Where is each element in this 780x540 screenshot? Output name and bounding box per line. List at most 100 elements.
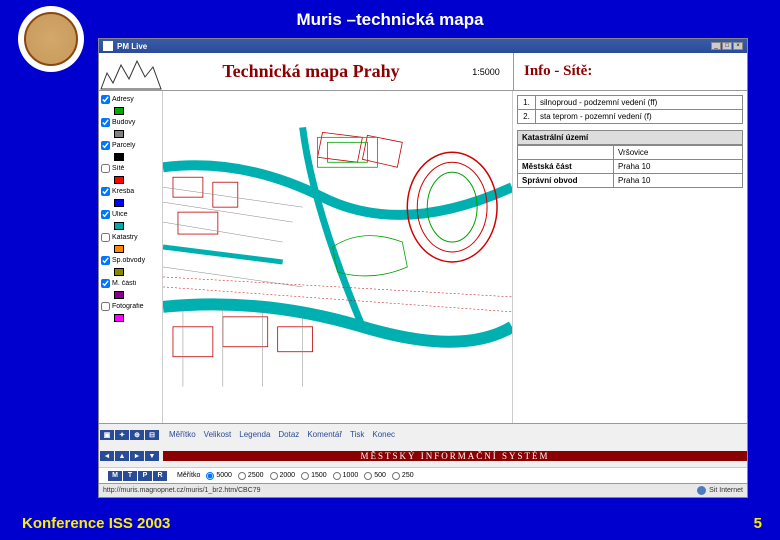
status-url: http://muris.magnopnet.cz/muris/1_br2.ht… [103,487,261,494]
menu-item[interactable]: Tisk [350,430,364,439]
arrow-down-icon[interactable]: ▼ [145,451,159,461]
arrow-left-icon[interactable]: ◄ [100,451,114,461]
window-controls[interactable]: _ □ × [711,42,743,50]
layer-checkbox[interactable] [101,141,110,150]
mode-icon[interactable]: T [123,471,137,481]
info-text: sta teprom - pozemní vedení (f) [536,110,743,124]
layer-checkbox[interactable] [101,187,110,196]
browser-title: PM Live [117,42,147,51]
menu-item[interactable]: Legenda [239,430,270,439]
layer-label: Katastry [112,234,160,241]
scale-option[interactable]: 250 [392,472,414,480]
layer-label: Sítě [112,165,160,172]
layer-item[interactable]: M. části [101,279,160,288]
layer-label: Parcely [112,142,160,149]
mode-icon[interactable]: M [108,471,122,481]
layer-checkbox[interactable] [101,95,110,104]
layer-swatch [114,291,124,299]
info-panel: 1.silnoproud - podzemní vedení (ff)2.sta… [513,91,747,423]
status-bar: http://muris.magnopnet.cz/muris/1_br2.ht… [99,483,747,497]
layer-checkbox[interactable] [101,233,110,242]
scale-radio[interactable] [364,472,372,480]
menu-item[interactable]: Komentář [307,430,342,439]
arrow-up-icon[interactable]: ▲ [115,451,129,461]
scale-option[interactable]: 1500 [301,472,327,480]
menu-item[interactable]: Dotaz [278,430,299,439]
meta-key: Správní obvod [518,174,614,188]
scale-label: Měřítko [177,472,200,479]
scale-option[interactable]: 5000 [206,472,232,480]
info-panel-title: Info - Sítě: [513,53,747,90]
mode-icon[interactable]: R [153,471,167,481]
layer-item[interactable]: Adresy [101,95,160,104]
layer-checkbox[interactable] [101,210,110,219]
scale-option[interactable]: 1000 [333,472,359,480]
layers-sidebar: Adresy Budovy Parcely Sítě Kresba Ulice Katast… [99,91,163,423]
info-table: 1.silnoproud - podzemní vedení (ff)2.sta… [517,95,743,124]
layer-item[interactable]: Sítě [101,164,160,173]
scale-selector[interactable]: M T P R Měřítko 5000 2500 2000 1500 1000 500 2… [99,467,747,483]
browser-titlebar: PM Live _ □ × [99,39,747,53]
nav-icons[interactable]: ▣ ✦ ⊕ ⊟ [99,429,163,441]
layer-swatch [114,268,124,276]
info-row[interactable]: 1.silnoproud - podzemní vedení (ff) [518,96,743,110]
menu-item[interactable]: Konec [372,430,395,439]
layer-checkbox[interactable] [101,256,110,265]
menu-item[interactable]: Měřítko [169,430,196,439]
info-text: silnoproud - podzemní vedení (ff) [536,96,743,110]
nav-icon[interactable]: ⊕ [130,430,144,440]
meta-val: Vršovice [614,146,743,160]
layer-checkbox[interactable] [101,164,110,173]
layer-label: Sp.obvody [112,257,160,264]
layer-item[interactable]: Fotografie [101,302,160,311]
scale-option[interactable]: 2500 [238,472,264,480]
map-canvas[interactable] [163,91,513,423]
scale-option[interactable]: 500 [364,472,386,480]
layer-swatch [114,222,124,230]
scale-radio[interactable] [206,472,214,480]
layer-swatch [114,130,124,138]
meta-val: Praha 10 [614,160,743,174]
layer-swatch [114,153,124,161]
scale-radio[interactable] [270,472,278,480]
layer-item[interactable]: Sp.obvody [101,256,160,265]
meta-row: Vršovice [518,146,743,160]
app-header: Technická mapa Prahy 1:5000 Info - Sítě: [99,53,747,91]
browser-window: PM Live _ □ × Technická mapa Prahy 1:500… [98,38,748,498]
menu-item[interactable]: Velikost [204,430,232,439]
arrow-right-icon[interactable]: ► [130,451,144,461]
info-num: 1. [518,96,536,110]
layer-swatch [114,199,124,207]
layer-item[interactable]: Kresba [101,187,160,196]
layer-checkbox[interactable] [101,279,110,288]
internet-icon [697,486,706,495]
layer-checkbox[interactable] [101,118,110,127]
info-row[interactable]: 2.sta teprom - pozemní vedení (f) [518,110,743,124]
layer-item[interactable]: Parcely [101,141,160,150]
maximize-button[interactable]: □ [722,42,732,50]
scale-radio[interactable] [333,472,341,480]
layer-label: Budovy [112,119,160,126]
layer-swatch [114,107,124,115]
layer-item[interactable]: Budovy [101,118,160,127]
nav-icon[interactable]: ▣ [100,430,114,440]
info-num: 2. [518,110,536,124]
arrow-icons[interactable]: ◄ ▲ ► ▼ [99,450,163,462]
mode-icon[interactable]: P [138,471,152,481]
scale-option[interactable]: 2000 [270,472,296,480]
scale-radio[interactable] [238,472,246,480]
layer-checkbox[interactable] [101,302,110,311]
toolbar: ▣ ✦ ⊕ ⊟ Měřítko Velikost Legenda Dotaz Komen… [99,423,747,467]
minimize-button[interactable]: _ [711,42,721,50]
browser-icon [103,41,113,51]
scale-radio[interactable] [392,472,400,480]
layer-item[interactable]: Ulice [101,210,160,219]
layer-item[interactable]: Katastry [101,233,160,242]
layer-label: Kresba [112,188,160,195]
nav-icon[interactable]: ⊟ [145,430,159,440]
close-button[interactable]: × [733,42,743,50]
map-app: Technická mapa Prahy 1:5000 Info - Sítě:… [99,53,747,483]
nav-icon[interactable]: ✦ [115,430,129,440]
scale-radio[interactable] [301,472,309,480]
menu-bar: Měřítko Velikost Legenda Dotaz Komentář Tisk K… [163,430,747,439]
